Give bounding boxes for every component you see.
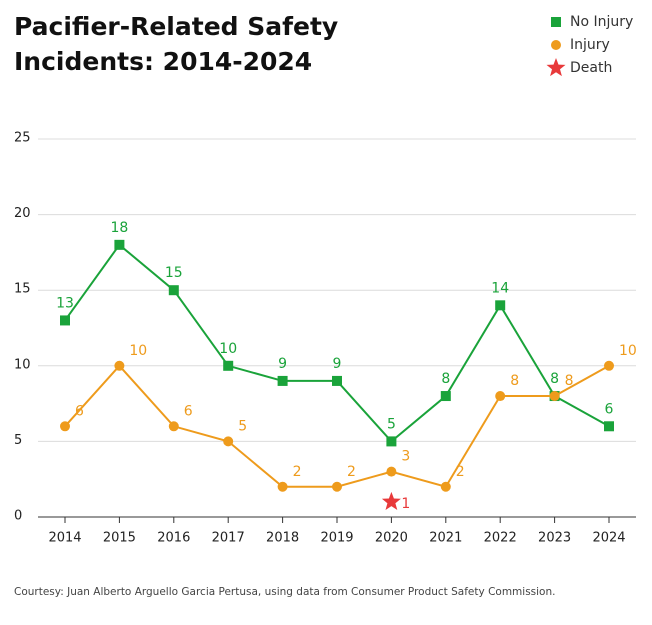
marker: [495, 300, 506, 311]
marker: [604, 360, 614, 371]
data-label: 10: [219, 341, 237, 357]
data-label: 10: [619, 343, 637, 359]
marker: [332, 481, 342, 492]
x-tick-label: 2014: [48, 531, 81, 546]
marker: [223, 436, 234, 447]
marker: [386, 466, 397, 477]
marker: [332, 375, 342, 386]
marker: [549, 391, 560, 402]
x-tick-label: 2015: [103, 531, 136, 546]
marker: [114, 360, 125, 371]
marker: [223, 360, 234, 371]
data-label: 8: [550, 371, 559, 387]
y-tick-label: 0: [14, 509, 22, 524]
data-label: 5: [238, 418, 247, 434]
data-label: 1: [401, 496, 410, 512]
source-note: Courtesy: Juan Alberto Arguello Garcia P…: [14, 586, 555, 598]
marker: [440, 481, 451, 492]
data-label: 2: [293, 464, 302, 480]
marker: [381, 491, 401, 510]
data-label: 8: [565, 373, 574, 389]
data-label: 13: [56, 295, 74, 311]
data-label: 9: [278, 356, 287, 372]
legend-label: Injury: [570, 37, 610, 53]
data-label: 3: [401, 449, 410, 465]
legend-item: Injury: [551, 37, 610, 53]
y-tick-label: 25: [14, 131, 31, 146]
data-label: 8: [510, 373, 519, 389]
data-label: 15: [165, 265, 183, 281]
legend-label: No Injury: [570, 14, 633, 30]
data-label: 6: [605, 401, 614, 417]
marker: [277, 375, 288, 386]
marker: [495, 391, 506, 402]
legend-item: Death: [546, 58, 612, 77]
x-tick-label: 2019: [320, 531, 353, 546]
x-tick-label: 2021: [429, 531, 462, 546]
marker: [60, 315, 70, 326]
marker: [168, 421, 179, 432]
marker: [60, 421, 70, 432]
data-label: 6: [75, 403, 84, 419]
x-tick-label: 2020: [375, 531, 408, 546]
chart-title: Pacifier-Related Safety: [14, 12, 338, 41]
data-label: 5: [387, 416, 396, 432]
legend-label: Death: [570, 60, 612, 76]
x-tick-label: 2022: [484, 531, 517, 546]
legend-item: No Injury: [551, 14, 633, 30]
data-label: 2: [347, 464, 356, 480]
data-label: 18: [110, 220, 128, 236]
marker: [440, 391, 451, 402]
y-tick-label: 20: [14, 206, 31, 221]
data-label: 6: [184, 403, 193, 419]
data-label: 9: [333, 356, 342, 372]
marker: [114, 239, 125, 250]
y-tick-label: 5: [14, 433, 22, 448]
data-label: 8: [441, 371, 450, 387]
marker: [551, 17, 561, 27]
y-tick-label: 10: [14, 357, 31, 372]
marker: [546, 58, 566, 77]
marker: [386, 436, 397, 447]
x-tick-label: 2023: [538, 531, 571, 546]
x-tick-label: 2018: [266, 531, 299, 546]
marker: [604, 421, 614, 432]
x-tick-label: 2017: [212, 531, 245, 546]
y-tick-label: 15: [14, 282, 31, 297]
data-label: 14: [491, 280, 509, 296]
data-label: 2: [456, 464, 465, 480]
marker: [277, 481, 288, 492]
x-tick-label: 2024: [592, 531, 625, 546]
x-tick-label: 2016: [157, 531, 190, 546]
chart-title: Incidents: 2014-2024: [14, 47, 312, 76]
marker: [168, 285, 179, 296]
marker: [551, 40, 561, 50]
data-label: 10: [129, 343, 147, 359]
